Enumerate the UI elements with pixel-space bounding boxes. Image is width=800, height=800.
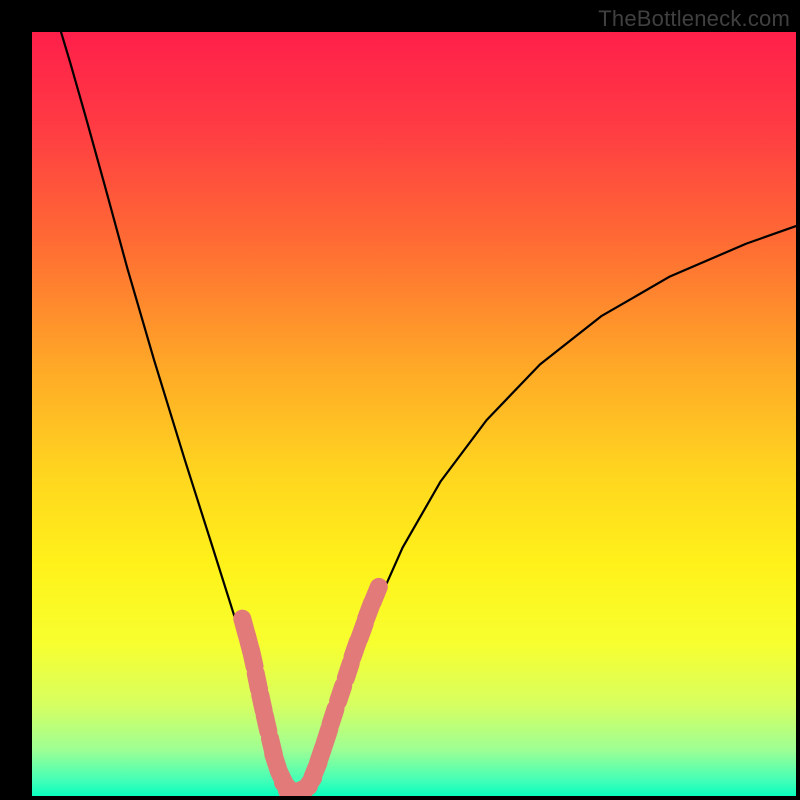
watermark-text: TheBottleneck.com <box>598 6 790 32</box>
chart-svg <box>0 0 800 800</box>
gradient-plot-area <box>32 32 796 796</box>
root-container: TheBottleneck.com <box>0 0 800 800</box>
